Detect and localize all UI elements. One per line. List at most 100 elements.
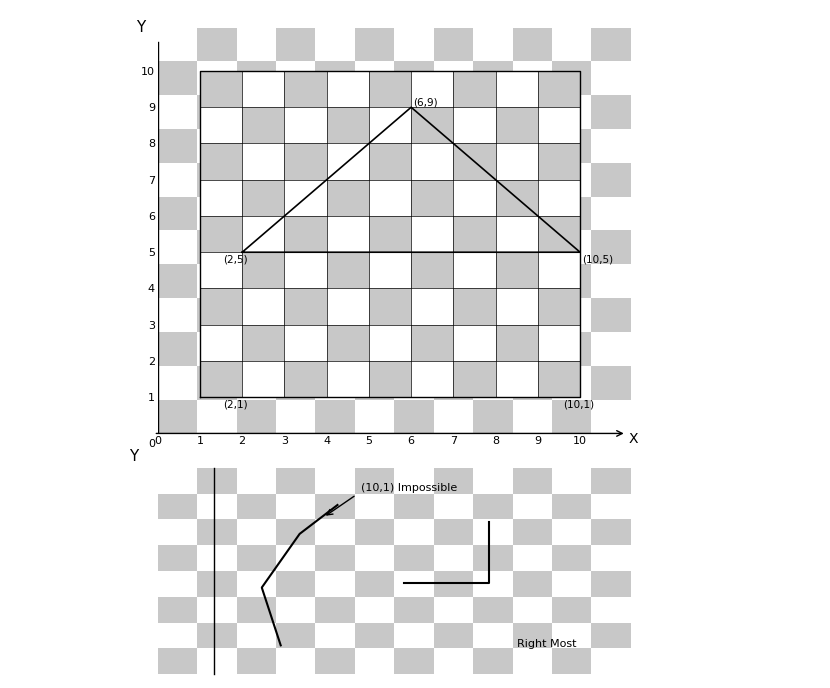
Bar: [552, 264, 591, 298]
Bar: [355, 230, 394, 264]
Bar: [198, 163, 237, 197]
Bar: [198, 95, 237, 129]
Bar: [276, 571, 315, 596]
Bar: [315, 332, 354, 366]
Bar: [327, 288, 369, 325]
Bar: [158, 596, 198, 623]
Bar: [411, 107, 453, 144]
Bar: [552, 494, 591, 519]
Bar: [315, 400, 354, 433]
Bar: [369, 361, 411, 397]
Bar: [242, 144, 285, 180]
Bar: [453, 107, 496, 144]
Bar: [513, 366, 552, 400]
Bar: [591, 230, 631, 264]
Bar: [315, 545, 354, 571]
Bar: [434, 298, 473, 332]
Bar: [496, 107, 538, 144]
Bar: [453, 361, 496, 397]
Bar: [496, 180, 538, 216]
Bar: [496, 325, 538, 361]
Bar: [242, 252, 285, 288]
Bar: [242, 216, 285, 252]
Bar: [237, 264, 276, 298]
Bar: [473, 332, 513, 366]
Bar: [198, 623, 237, 648]
Text: 0: 0: [148, 440, 155, 449]
Bar: [513, 468, 552, 494]
Bar: [453, 71, 496, 107]
Bar: [200, 252, 242, 288]
Bar: [200, 325, 242, 361]
Bar: [394, 596, 433, 623]
Bar: [285, 288, 327, 325]
Bar: [276, 298, 315, 332]
Bar: [242, 361, 285, 397]
Bar: [538, 107, 580, 144]
Bar: [237, 494, 276, 519]
Text: (6,9): (6,9): [413, 98, 438, 107]
Bar: [327, 216, 369, 252]
Bar: [276, 366, 315, 400]
Text: Y: Y: [136, 20, 145, 35]
Bar: [285, 180, 327, 216]
Bar: [200, 361, 242, 397]
Bar: [513, 298, 552, 332]
Bar: [591, 468, 631, 494]
Bar: [158, 129, 198, 163]
Bar: [276, 95, 315, 129]
Bar: [394, 61, 433, 95]
Bar: [453, 180, 496, 216]
Bar: [453, 144, 496, 180]
Bar: [315, 61, 354, 95]
Bar: [285, 252, 327, 288]
Bar: [285, 71, 327, 107]
Bar: [158, 545, 198, 571]
Bar: [237, 545, 276, 571]
Bar: [513, 571, 552, 596]
Bar: [538, 288, 580, 325]
Bar: [513, 95, 552, 129]
Bar: [355, 95, 394, 129]
Bar: [285, 216, 327, 252]
Bar: [369, 216, 411, 252]
Bar: [198, 28, 237, 61]
Bar: [158, 197, 198, 230]
Bar: [496, 71, 538, 107]
Bar: [285, 107, 327, 144]
Bar: [394, 648, 433, 674]
Bar: [327, 325, 369, 361]
Bar: [327, 71, 369, 107]
Bar: [242, 325, 285, 361]
Bar: [496, 361, 538, 397]
Bar: [200, 71, 242, 107]
Bar: [237, 197, 276, 230]
Bar: [473, 648, 513, 674]
Bar: [394, 545, 433, 571]
Bar: [411, 288, 453, 325]
Text: (2,1): (2,1): [223, 399, 248, 409]
Bar: [355, 623, 394, 648]
Bar: [200, 144, 242, 180]
Bar: [198, 366, 237, 400]
Text: (10,1): (10,1): [564, 399, 594, 409]
Bar: [369, 180, 411, 216]
Bar: [327, 180, 369, 216]
Bar: [434, 519, 473, 545]
Bar: [513, 519, 552, 545]
Bar: [394, 129, 433, 163]
Bar: [453, 252, 496, 288]
Bar: [237, 400, 276, 433]
Bar: [513, 28, 552, 61]
Bar: [513, 163, 552, 197]
Bar: [276, 519, 315, 545]
Bar: [237, 129, 276, 163]
Bar: [434, 571, 473, 596]
Text: X: X: [628, 432, 638, 446]
Text: Right Most: Right Most: [517, 639, 577, 649]
Bar: [473, 61, 513, 95]
Bar: [369, 252, 411, 288]
Bar: [394, 197, 433, 230]
Bar: [315, 129, 354, 163]
Bar: [158, 61, 198, 95]
